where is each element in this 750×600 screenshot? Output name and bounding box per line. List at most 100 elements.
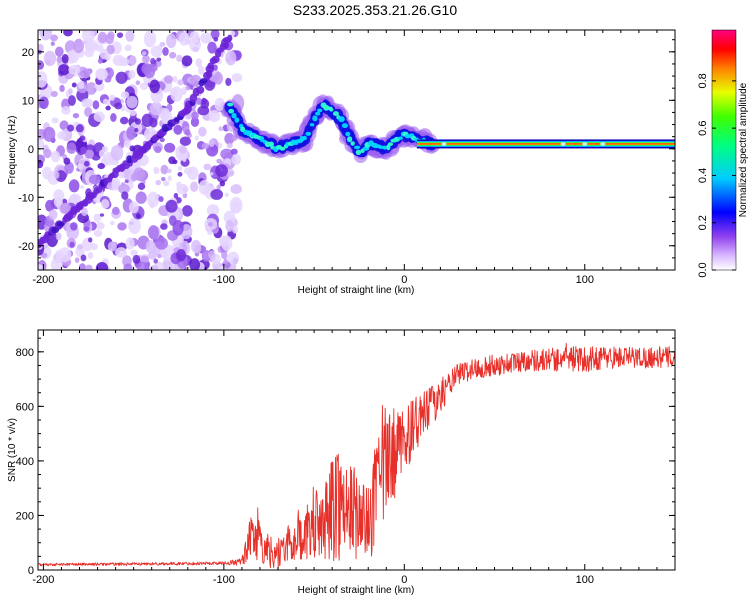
spectrogram-noise-blob (110, 144, 124, 161)
spectrogram-noise-blob (50, 41, 55, 46)
spectrogram-noise-blob (39, 96, 49, 110)
spectrogram-noise-blob (124, 44, 132, 52)
spectrogram-noise-blob (156, 57, 162, 62)
spectrogram-noise-blob (173, 192, 179, 199)
spectrogram-band-marker (582, 141, 588, 146)
spectrogram-diagonal-ridge-blob (122, 160, 128, 166)
spectrogram-noise-blob (115, 247, 127, 258)
spectrogram-noise-blob (66, 50, 76, 64)
spectrogram-noise-blob (95, 221, 105, 230)
spectrogram-y-tick-label: 20 (22, 47, 34, 59)
spectrogram-diagonal-ridge-blob (211, 55, 220, 64)
spectrogram-noise-blob (59, 120, 69, 131)
spectrogram-noise-blob (227, 168, 235, 177)
spectrogram-noise-blob (160, 164, 169, 175)
spectrogram-noise-blob (181, 205, 193, 217)
spectrogram-noise-blob (154, 145, 162, 154)
spectrogram-noise-blob (220, 148, 234, 160)
spectrogram-noise-blob (48, 209, 58, 220)
spectrogram-noise-blob (107, 241, 117, 252)
spectrogram-noise-blob (81, 30, 95, 43)
spectrogram-noise-blob (84, 264, 93, 270)
spectrogram-noise-blob (130, 249, 138, 256)
colorbar-label: Normalized spectral amplitude (738, 82, 749, 217)
spectrogram-ridge-peak (329, 108, 334, 112)
spectrogram-noise-blob (162, 47, 169, 56)
spectrogram-y-tick-label: 10 (22, 95, 34, 107)
spectrogram-ridge-peak (268, 141, 275, 148)
spectrogram-noise-blob (128, 201, 139, 214)
spectrogram-noise-blob (182, 155, 187, 163)
spectrogram-noise-blob (198, 179, 211, 195)
spectrogram-noise-blob (61, 54, 69, 64)
spectrogram-noise-blob (153, 166, 160, 175)
spectrogram-noise-blob (67, 95, 76, 106)
spectrogram-noise-blob (70, 222, 78, 231)
spectrogram-noise-blob (97, 58, 103, 64)
spectrogram-noise-blob (68, 88, 73, 95)
snr-y-tick-label: 0 (28, 565, 34, 577)
spectrogram-noise-blob (161, 177, 166, 182)
spectrogram-noise-blob (128, 217, 141, 234)
spectrogram-noise-blob (55, 232, 62, 241)
spectrogram-noise-blob (149, 101, 163, 116)
spectrogram-noise-blob (88, 237, 93, 243)
spectrogram-noise-blob (175, 249, 187, 262)
spectrogram-noise-blob (176, 181, 182, 189)
spectrogram-noise-blob (201, 97, 207, 105)
spectrogram-noise-blob (40, 252, 48, 259)
spectrogram-ridge-peak (350, 141, 355, 146)
spectrogram-noise-blob (157, 254, 162, 259)
spectrogram-noise-blob (145, 240, 156, 254)
spectrogram-noise-blob (189, 37, 202, 53)
spectrogram-x-axis-title: Height of straight line (km) (298, 285, 415, 296)
spectrogram-noise-blob (231, 201, 241, 214)
spectrogram-noise-blob (201, 142, 210, 150)
spectrogram-noise-blob (219, 180, 226, 187)
spectrogram-noise-blob (93, 229, 103, 237)
spectrogram-band-marker (560, 141, 566, 146)
spectrogram-noise-blob (215, 164, 228, 178)
spectrogram-noise-blob (230, 184, 242, 194)
spectrogram-ridge-peak (234, 117, 240, 123)
spectrogram-noise-blob (123, 140, 131, 148)
spectrogram-noise-blob (93, 30, 99, 33)
snr-y-axis-title: SNR (10 * v/v) (7, 418, 18, 482)
spectrogram-noise-blob (118, 183, 130, 194)
colorbar-tick-label: 0.8 (697, 73, 709, 88)
spectrogram-noise-blob (158, 196, 164, 202)
spectrogram-noise-blob (200, 32, 212, 44)
spectrogram-noise-blob (126, 126, 137, 140)
spectrogram-ridge-peak (345, 131, 351, 137)
spectrogram-noise-blob (230, 30, 236, 37)
spectrogram-noise-blob (135, 80, 141, 86)
spectrogram-noise-blob (84, 149, 95, 159)
spectrogram-noise-blob (172, 75, 178, 83)
spectrogram-noise-blob (207, 229, 213, 236)
spectrogram-noise-blob (81, 68, 91, 79)
spectrogram-noise-blob (142, 54, 150, 64)
spectrogram-noise-blob (180, 87, 187, 95)
spectrogram-x-tick-label: -200 (32, 274, 54, 286)
spectrogram-frame (37, 29, 676, 271)
spectrogram-noise-blob (230, 148, 238, 155)
spectrogram-noise-blob (137, 261, 150, 270)
spectrogram-noise-blob (177, 165, 183, 171)
spectrogram-noise-blob (179, 136, 191, 146)
spectrogram-noise-blob (38, 43, 44, 52)
spectrogram-noise-blob (189, 258, 201, 270)
spectrogram-noise-blob (93, 213, 102, 223)
spectrogram-noise-blob (43, 126, 56, 142)
spectrogram-diagonal-ridge-blob (196, 85, 205, 94)
spectrogram-noise-blob (163, 75, 174, 84)
spectrogram-noise-blob (79, 135, 86, 141)
spectrogram-noise-blob (143, 30, 157, 48)
spectrogram-noise-blob (169, 51, 177, 59)
snr-axis-ticks: -200 -100 0 100 0 200 400 600 800 (16, 330, 676, 586)
spectrogram-noise-blob (68, 179, 80, 193)
spectrogram-noise-blob (38, 264, 43, 270)
spectrogram-noise-blob (160, 223, 168, 230)
spectrogram-ridge-peak (332, 111, 339, 117)
spectrogram-ridge-peak (305, 131, 312, 136)
